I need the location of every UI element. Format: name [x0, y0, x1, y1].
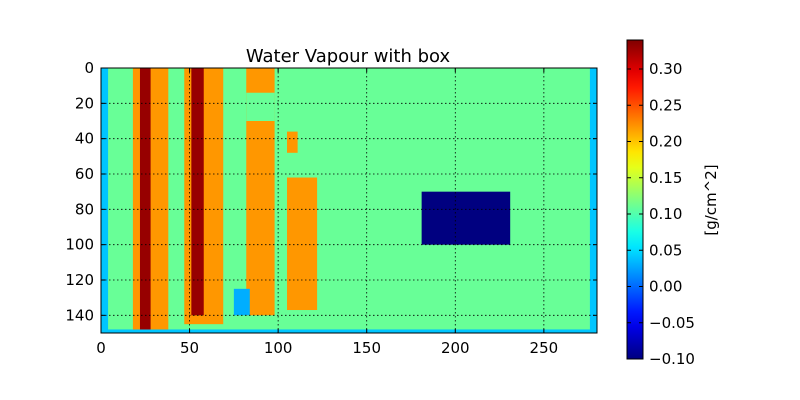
- heatmap-region-low-patch: [233, 288, 250, 316]
- heatmap-region-core-2: [191, 68, 204, 316]
- colorbar-fill: [626, 39, 644, 360]
- x-tick-label: 100: [264, 339, 293, 357]
- colorbar-tick-label: 0.15: [649, 169, 682, 187]
- x-tick-label: 50: [180, 339, 199, 357]
- heatmap-region-band-3-top-cutout: [246, 92, 275, 121]
- heatmap-region-box: [421, 191, 511, 245]
- heatmap-region-right-edge-strip: [589, 68, 597, 330]
- colorbar-tick-label: 0.30: [649, 60, 682, 78]
- colorbar-tick-label: 0.25: [649, 96, 682, 114]
- colorbar-label: [g/cm^2]: [702, 164, 720, 235]
- x-tick-label: 0: [96, 339, 106, 357]
- heatmap-region-band-2: [184, 68, 224, 325]
- y-tick-label: 40: [75, 130, 94, 148]
- chart-title: Water Vapour with box: [246, 46, 451, 67]
- heatmap-region-band-4: [287, 177, 318, 311]
- x-tick-label: 250: [530, 339, 559, 357]
- colorbar-tick-label: −0.05: [649, 314, 695, 332]
- y-tick-label: 100: [65, 236, 94, 254]
- plot-frame: [100, 67, 598, 334]
- y-tick-label: 20: [75, 94, 94, 112]
- colorbar-tick-label: 0.00: [649, 278, 682, 296]
- y-tick-label: 120: [65, 271, 94, 289]
- colorbar: −0.10 −0.05 0.00 0.05 0.10 0.15 0.20 0.25 0.30: [626, 39, 695, 368]
- y-tick-label: 80: [75, 200, 94, 218]
- heatmap-plot: 0 50 100 150 200 250 0 20 40 60 80 100 120 140: [65, 59, 598, 357]
- colorbar-tick-label: 0.05: [649, 241, 682, 259]
- y-tick-label: 60: [75, 165, 94, 183]
- x-tick-label: 200: [441, 339, 470, 357]
- y-tick-label: 140: [65, 306, 94, 324]
- y-tick-label: 0: [84, 59, 94, 77]
- colorbar-tick-label: −0.10: [649, 350, 695, 368]
- heatmap-background: [101, 68, 597, 333]
- colorbar-tick-label: 0.10: [649, 205, 682, 223]
- heatmap-region-bottom-edge-strip: [101, 329, 597, 333]
- grid-lines: [101, 68, 597, 333]
- colorbar-tick-label: 0.20: [649, 133, 682, 151]
- x-tick-label: 150: [352, 339, 381, 357]
- heatmap-region-band-4-upper-fragment: [287, 131, 298, 153]
- heatmap-region-left-edge-strip: [101, 68, 109, 330]
- heatmap-region-core-1: [139, 68, 151, 330]
